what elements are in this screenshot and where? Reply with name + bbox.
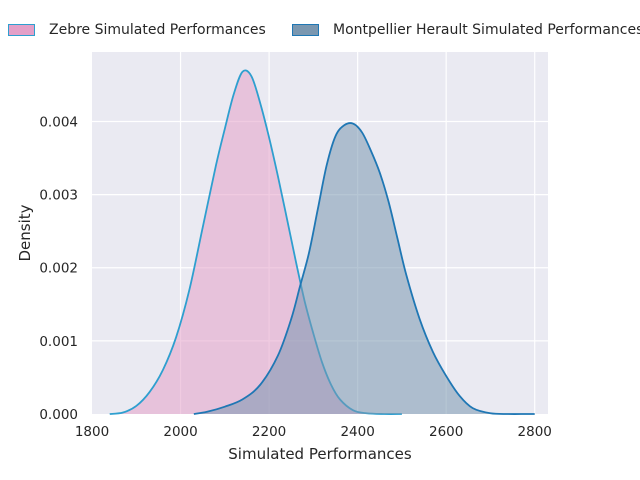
y-tick-label: 0.000 xyxy=(39,407,78,423)
series-line-1 xyxy=(193,122,535,415)
legend-swatch-montpellier xyxy=(292,24,319,36)
x-tick-label: 2800 xyxy=(518,424,552,440)
y-tick-label: 0.003 xyxy=(39,188,78,204)
series-layer xyxy=(109,69,535,415)
x-tick-label: 2200 xyxy=(252,424,286,440)
x-tick-label: 2400 xyxy=(340,424,374,440)
series-area-0 xyxy=(109,70,402,415)
y-tick-label: 0.001 xyxy=(39,334,78,350)
legend-item-montpellier: Montpellier Herault Simulated Performanc… xyxy=(292,22,640,38)
legend-label-montpellier: Montpellier Herault Simulated Performanc… xyxy=(333,22,640,38)
legend-swatch-zebre xyxy=(8,24,35,36)
x-tick-label: 2600 xyxy=(429,424,463,440)
series-area-1 xyxy=(193,123,535,415)
x-axis-label: Simulated Performances xyxy=(228,445,412,463)
x-tick-label: 2000 xyxy=(163,424,197,440)
y-tick-label: 0.004 xyxy=(39,114,78,130)
x-tick-label: 1800 xyxy=(75,424,109,440)
y-axis-label: Density xyxy=(16,204,34,261)
tick-labels: 1800 2000 2200 2400 2600 2800 0.000 0.001 0.002 0… xyxy=(39,114,552,440)
legend-item-zebre: Zebre Simulated Performances xyxy=(8,22,266,38)
y-tick-label: 0.002 xyxy=(39,261,78,277)
legend: Zebre Simulated Performances Montpellier… xyxy=(0,14,640,50)
legend-label-zebre: Zebre Simulated Performances xyxy=(49,22,266,38)
